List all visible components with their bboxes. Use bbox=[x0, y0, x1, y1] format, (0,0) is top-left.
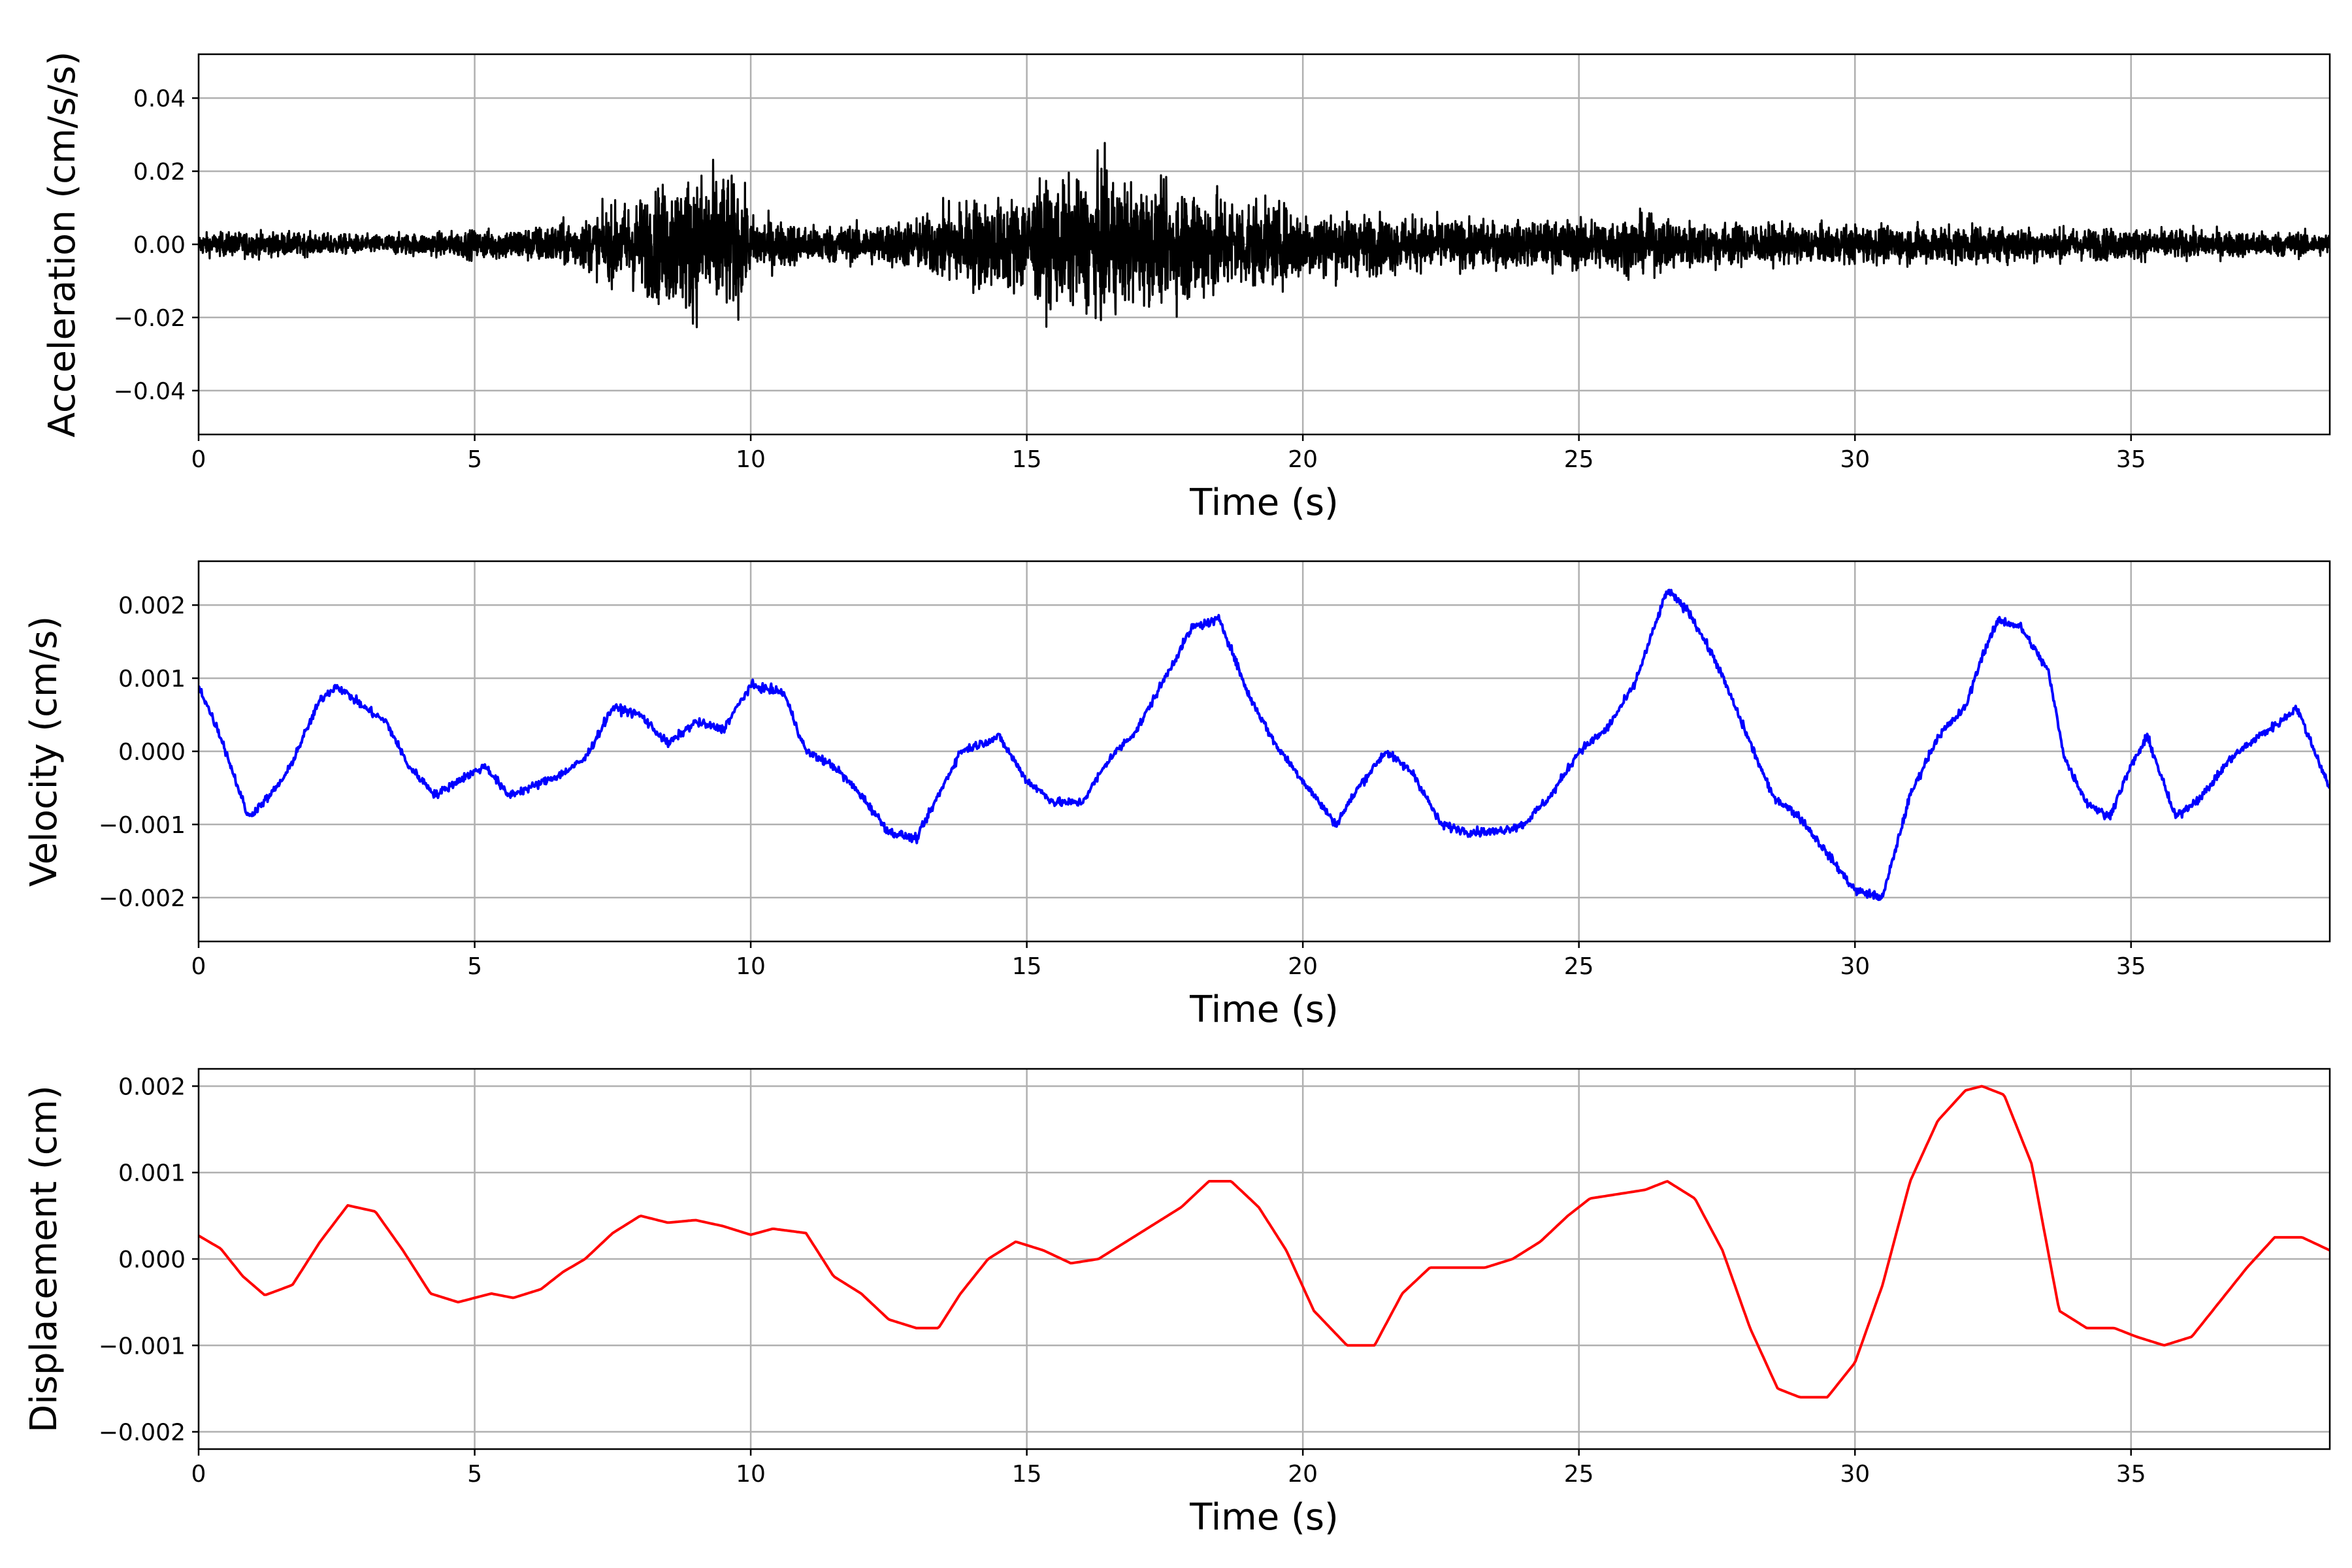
displacement-xtick-label-4: 20 bbox=[1288, 1461, 1318, 1488]
displacement-xtick-label-6: 30 bbox=[1840, 1461, 1870, 1488]
velocity-ytick-label-4: 0.002 bbox=[118, 593, 186, 619]
displacement-xtick-label-5: 25 bbox=[1564, 1461, 1594, 1488]
acceleration-xtick-label-5: 25 bbox=[1564, 446, 1594, 473]
displacement-xtick-label-1: 5 bbox=[467, 1461, 482, 1488]
displacement-xtick-label-7: 35 bbox=[2116, 1461, 2146, 1488]
displacement-xlabel: Time (s) bbox=[1189, 1496, 1339, 1539]
velocity-xtick-label-5: 25 bbox=[1564, 953, 1594, 980]
acceleration-xlabel: Time (s) bbox=[1189, 482, 1339, 524]
acceleration-xtick-label-2: 10 bbox=[736, 446, 766, 473]
acceleration-ytick-label-3: 0.02 bbox=[133, 159, 186, 186]
velocity-ytick-label-0: −0.002 bbox=[99, 885, 186, 912]
acceleration-ytick-label-2: 0.00 bbox=[133, 232, 186, 259]
displacement-ytick-label-2: 0.000 bbox=[118, 1247, 186, 1273]
velocity-panel: 0 5 10 15 20 25 30 35 −0.002 −0.001 0.000 0.001 0.00… bbox=[23, 560, 2331, 1031]
velocity-ytick-label-1: −0.001 bbox=[99, 812, 186, 839]
acceleration-xtick-label-7: 35 bbox=[2116, 446, 2146, 473]
velocity-ytick-label-3: 0.001 bbox=[118, 666, 186, 693]
velocity-xtick-label-6: 30 bbox=[1840, 953, 1870, 980]
acceleration-ylabel: Acceleration (cm/s/s) bbox=[41, 52, 84, 438]
acceleration-xtick-label-3: 15 bbox=[1012, 446, 1042, 473]
velocity-xlabel: Time (s) bbox=[1189, 988, 1339, 1031]
acceleration-ytick-label-1: −0.02 bbox=[114, 305, 186, 332]
acceleration-xtick-label-1: 5 bbox=[467, 446, 482, 473]
displacement-xtick-label-0: 0 bbox=[191, 1461, 206, 1488]
velocity-xtick-label-3: 15 bbox=[1012, 953, 1042, 980]
acceleration-ytick-label-0: −0.04 bbox=[114, 378, 186, 405]
displacement-xtick-label-3: 15 bbox=[1012, 1461, 1042, 1488]
displacement-panel: 0 5 10 15 20 25 30 35 −0.002 −0.001 0.000 0.001 0.00… bbox=[23, 1068, 2331, 1539]
velocity-xtick-label-2: 10 bbox=[736, 953, 766, 980]
velocity-xtick-label-4: 20 bbox=[1288, 953, 1318, 980]
displacement-ylabel: Displacement (cm) bbox=[23, 1085, 65, 1433]
velocity-xtick-label-7: 35 bbox=[2116, 953, 2146, 980]
displacement-ytick-label-4: 0.002 bbox=[118, 1073, 186, 1100]
velocity-xtick-label-0: 0 bbox=[191, 953, 206, 980]
velocity-ytick-label-2: 0.000 bbox=[118, 739, 186, 766]
displacement-ytick-label-0: −0.002 bbox=[99, 1420, 186, 1446]
acceleration-xtick-label-4: 20 bbox=[1288, 446, 1318, 473]
acceleration-ytick-label-4: 0.04 bbox=[133, 86, 186, 112]
velocity-ylabel: Velocity (cm/s) bbox=[23, 616, 65, 887]
displacement-ytick-label-1: −0.001 bbox=[99, 1333, 186, 1360]
displacement-xtick-label-2: 10 bbox=[736, 1461, 766, 1488]
acceleration-xtick-label-6: 30 bbox=[1840, 446, 1870, 473]
displacement-series-line bbox=[199, 1085, 2330, 1399]
chart-panels: 0 5 10 15 20 25 30 35 −0.04 −0.02 0.00 0.02 0.04 Time… bbox=[23, 52, 2331, 1539]
velocity-xtick-label-1: 5 bbox=[467, 953, 482, 980]
displacement-ytick-label-3: 0.001 bbox=[118, 1160, 186, 1187]
velocity-series-line bbox=[199, 589, 2330, 902]
acceleration-series-line bbox=[199, 142, 2330, 329]
acceleration-panel: 0 5 10 15 20 25 30 35 −0.04 −0.02 0.00 0.02 0.04 Time… bbox=[41, 52, 2331, 524]
acceleration-xtick-label-0: 0 bbox=[191, 446, 206, 473]
